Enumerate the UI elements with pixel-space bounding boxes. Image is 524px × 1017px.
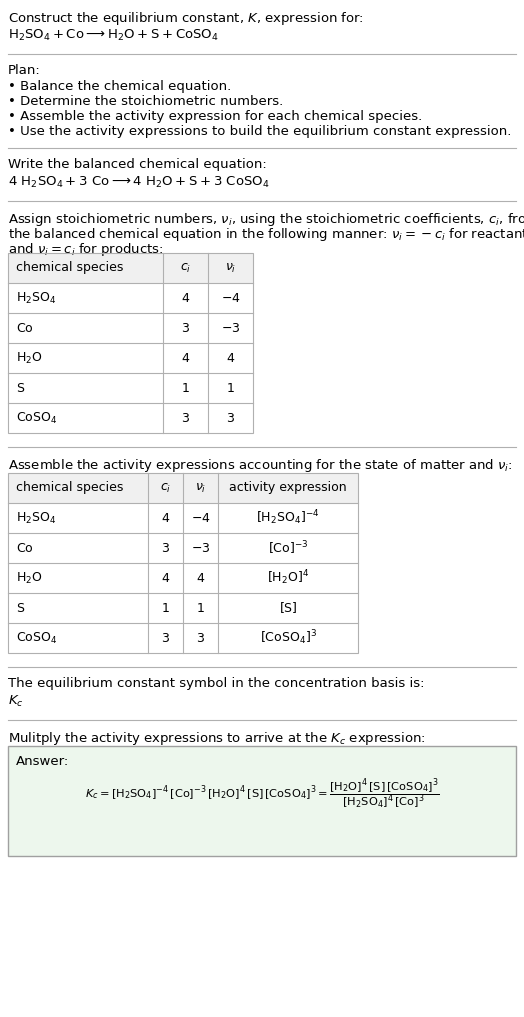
Text: $[\mathrm{H_2SO_4}]^{-4}$: $[\mathrm{H_2SO_4}]^{-4}$ [256, 508, 320, 528]
Text: the balanced chemical equation in the following manner: $\nu_i = -c_i$ for react: the balanced chemical equation in the fo… [8, 226, 524, 243]
Text: $\mathrm{H_2SO_4}$: $\mathrm{H_2SO_4}$ [16, 291, 56, 305]
Text: $K_c = [\mathrm{H_2SO_4}]^{-4}\,[\mathrm{Co}]^{-3}\,[\mathrm{H_2O}]^4\,[\mathrm{: $K_c = [\mathrm{H_2SO_4}]^{-4}\,[\mathrm… [85, 777, 439, 811]
Text: 4: 4 [181, 292, 190, 304]
Text: activity expression: activity expression [229, 481, 347, 494]
Text: $\mathrm{H_2O}$: $\mathrm{H_2O}$ [16, 351, 42, 365]
Text: chemical species: chemical species [16, 261, 123, 275]
Text: Construct the equilibrium constant, $K$, expression for:: Construct the equilibrium constant, $K$,… [8, 10, 364, 27]
Text: 1: 1 [226, 381, 234, 395]
Text: Write the balanced chemical equation:: Write the balanced chemical equation: [8, 158, 267, 171]
Text: 3: 3 [161, 632, 169, 645]
Text: $\mathrm{H_2O}$: $\mathrm{H_2O}$ [16, 571, 42, 586]
Text: $-4$: $-4$ [191, 512, 210, 525]
Bar [8, 253, 253, 283]
Text: $\nu_i$: $\nu_i$ [195, 481, 206, 494]
Text: 3: 3 [181, 321, 190, 335]
Text: $\mathrm{S}$: $\mathrm{S}$ [16, 381, 25, 395]
Bar [8, 253, 253, 433]
Text: • Use the activity expressions to build the equilibrium constant expression.: • Use the activity expressions to build … [8, 125, 511, 138]
Text: $c_i$: $c_i$ [180, 261, 191, 275]
Text: $\nu_i$: $\nu_i$ [225, 261, 236, 275]
Text: Plan:: Plan: [8, 64, 41, 77]
Text: 1: 1 [161, 601, 169, 614]
Bar [8, 473, 358, 503]
Text: Assign stoichiometric numbers, $\nu_i$, using the stoichiometric coefficients, $: Assign stoichiometric numbers, $\nu_i$, … [8, 211, 524, 228]
Text: 1: 1 [181, 381, 190, 395]
Text: $c_i$: $c_i$ [160, 481, 171, 494]
Text: Assemble the activity expressions accounting for the state of matter and $\nu_i$: Assemble the activity expressions accoun… [8, 457, 512, 474]
Text: 3: 3 [181, 412, 190, 424]
Text: and $\nu_i = c_i$ for products:: and $\nu_i = c_i$ for products: [8, 241, 163, 258]
Text: 4: 4 [161, 572, 169, 585]
Text: $\mathrm{4\ H_2SO_4 + 3\ Co \longrightarrow 4\ H_2O + S + 3\ CoSO_4}$: $\mathrm{4\ H_2SO_4 + 3\ Co \longrightar… [8, 175, 270, 190]
Text: The equilibrium constant symbol in the concentration basis is:: The equilibrium constant symbol in the c… [8, 677, 424, 690]
Text: • Determine the stoichiometric numbers.: • Determine the stoichiometric numbers. [8, 95, 283, 108]
Text: $\mathrm{H_2SO_4}$: $\mathrm{H_2SO_4}$ [16, 511, 56, 526]
Text: $[\mathrm{H_2O}]^4$: $[\mathrm{H_2O}]^4$ [267, 569, 309, 588]
Text: $\mathrm{CoSO_4}$: $\mathrm{CoSO_4}$ [16, 631, 57, 646]
Text: 4: 4 [226, 352, 234, 364]
Text: 4: 4 [181, 352, 190, 364]
Text: $[\mathrm{CoSO_4}]^3$: $[\mathrm{CoSO_4}]^3$ [259, 629, 316, 648]
Text: Mulitply the activity expressions to arrive at the $K_c$ expression:: Mulitply the activity expressions to arr… [8, 730, 426, 747]
Text: chemical species: chemical species [16, 481, 123, 494]
Text: $\mathrm{Co}$: $\mathrm{Co}$ [16, 321, 34, 335]
Text: Answer:: Answer: [16, 755, 69, 768]
Text: • Balance the chemical equation.: • Balance the chemical equation. [8, 80, 231, 93]
Text: $[\mathrm{Co}]^{-3}$: $[\mathrm{Co}]^{-3}$ [268, 539, 308, 556]
Bar [8, 473, 358, 653]
Text: $\mathrm{S}$: $\mathrm{S}$ [16, 601, 25, 614]
Text: 3: 3 [226, 412, 234, 424]
Text: $\mathrm{CoSO_4}$: $\mathrm{CoSO_4}$ [16, 411, 57, 425]
Text: $K_c$: $K_c$ [8, 694, 24, 709]
Text: $[\mathrm{S}]$: $[\mathrm{S}]$ [279, 600, 297, 615]
Bar [8, 746, 516, 856]
Text: 4: 4 [161, 512, 169, 525]
Text: 1: 1 [196, 601, 204, 614]
Text: $-3$: $-3$ [221, 321, 240, 335]
Text: 4: 4 [196, 572, 204, 585]
Text: $-4$: $-4$ [221, 292, 241, 304]
Text: • Assemble the activity expression for each chemical species.: • Assemble the activity expression for e… [8, 110, 422, 123]
Text: $\mathrm{H_2SO_4 + Co \longrightarrow H_2O + S + CoSO_4}$: $\mathrm{H_2SO_4 + Co \longrightarrow H_… [8, 28, 219, 43]
Text: $\mathrm{Co}$: $\mathrm{Co}$ [16, 541, 34, 554]
Text: 3: 3 [161, 541, 169, 554]
Text: 3: 3 [196, 632, 204, 645]
Text: $-3$: $-3$ [191, 541, 210, 554]
